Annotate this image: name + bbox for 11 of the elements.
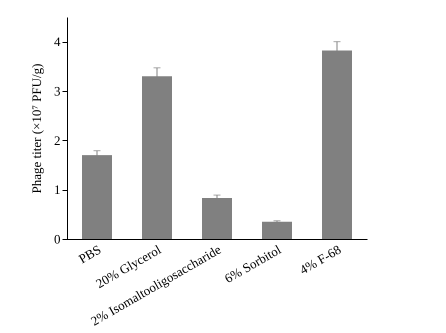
- x-tick-label: 4% F-68: [296, 242, 344, 278]
- y-tick-label: 1: [54, 182, 60, 198]
- y-tick-label: 3: [54, 84, 60, 98]
- y-tick-label: 2: [54, 132, 60, 148]
- bar: [82, 155, 112, 239]
- bar: [202, 198, 232, 239]
- y-tick-label: 4: [54, 34, 61, 50]
- x-tick-label: PBS: [76, 242, 104, 266]
- bar: [262, 222, 292, 239]
- y-tick-label: 0: [54, 232, 60, 246]
- y-axis-title: Phage titer (×10⁷ PFU/g): [29, 64, 44, 194]
